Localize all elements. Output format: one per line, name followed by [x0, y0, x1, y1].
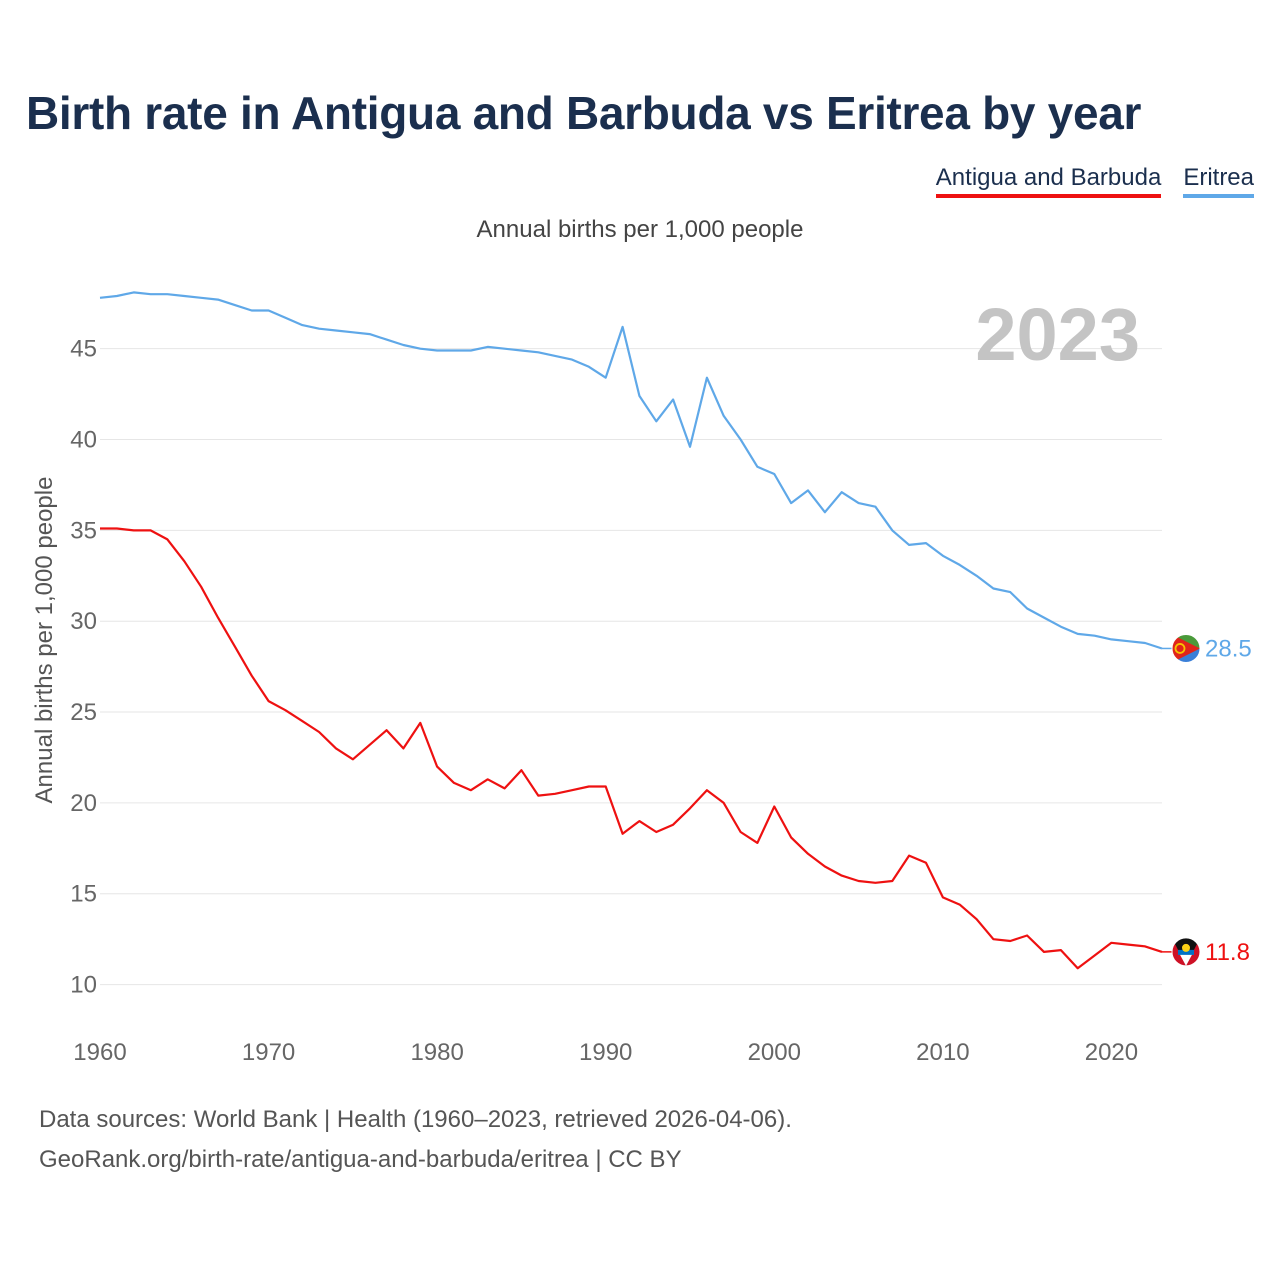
- legend: Antigua and Barbuda Eritrea: [935, 164, 1254, 198]
- legend-item-eritrea[interactable]: Eritrea: [1183, 164, 1254, 198]
- y-tick-label: 25: [70, 699, 97, 726]
- x-tick-label: 2010: [916, 1039, 969, 1066]
- flag-icon-antigua-and-barbuda: [1171, 937, 1201, 967]
- footer-sources: Data sources: World Bank | Health (1960–…: [39, 1106, 792, 1133]
- footer-link[interactable]: GeoRank.org/birth-rate/antigua-and-barbu…: [39, 1146, 682, 1173]
- chart-title: Birth rate in Antigua and Barbuda vs Eri…: [26, 87, 1142, 139]
- series-line-eritrea[interactable]: [99, 291, 1163, 650]
- x-tick-label: 1980: [410, 1039, 463, 1066]
- x-tick-label: 1970: [242, 1039, 295, 1066]
- flag-outline: [1171, 633, 1201, 663]
- series-end-markers: 28.5 11.8: [1162, 633, 1252, 967]
- y-tick-label: 45: [70, 336, 97, 363]
- series-line-antigua-and-barbuda[interactable]: [100, 527, 1163, 970]
- y-axis-ticks: 10 15 20 25 30 35 40 45: [70, 336, 97, 999]
- y-tick-label: 15: [70, 881, 97, 908]
- y-tick-label: 35: [70, 517, 97, 544]
- y-axis-label: Annual births per 1,000 people: [31, 477, 58, 804]
- x-tick-label: 2020: [1085, 1039, 1138, 1066]
- y-tick-label: 10: [70, 972, 97, 999]
- grid-lines: [100, 348, 1162, 986]
- x-tick-label: 2000: [748, 1039, 801, 1066]
- flag-outline: [1171, 937, 1201, 967]
- flag-icon-eritrea: [1171, 633, 1201, 663]
- x-tick-label: 1960: [73, 1039, 126, 1066]
- x-tick-label: 1990: [579, 1039, 632, 1066]
- y-tick-label: 30: [70, 608, 97, 635]
- year-watermark: 2023: [975, 293, 1140, 376]
- series-lines: [99, 291, 1163, 970]
- x-axis-ticks: 1960 1970 1980 1990 2000 2010 2020: [73, 1039, 1138, 1066]
- end-value-label-eritrea: 28.5: [1205, 635, 1252, 662]
- end-value-label-antigua-and-barbuda: 11.8: [1205, 939, 1250, 966]
- y-tick-label: 40: [70, 427, 97, 454]
- legend-item-antigua-and-barbuda[interactable]: Antigua and Barbuda: [935, 164, 1162, 198]
- chart-subtitle: Annual births per 1,000 people: [476, 216, 804, 243]
- y-tick-label: 20: [70, 790, 97, 817]
